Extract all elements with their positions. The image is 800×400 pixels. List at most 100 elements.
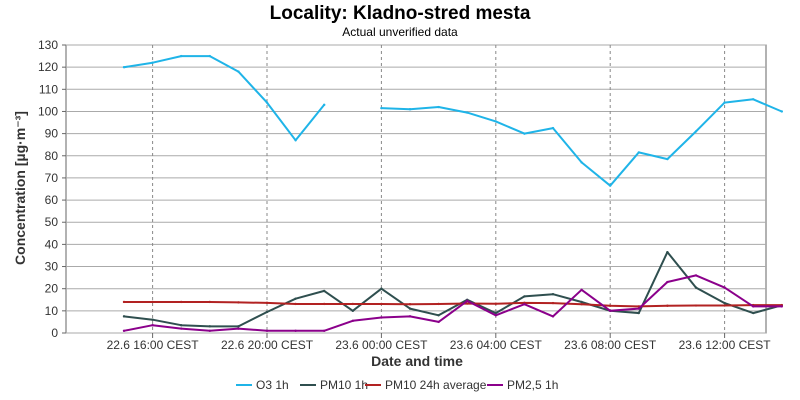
data-point-pm10-1h xyxy=(294,297,297,300)
data-point-pm10-1h xyxy=(180,324,183,327)
data-point-o3-1h xyxy=(237,70,240,73)
data-point-pm10-24h-average xyxy=(466,302,469,305)
data-point-pm10-1h xyxy=(351,309,354,313)
legend-item-pm2-5-1h[interactable]: PM2,5 1h xyxy=(487,378,558,392)
y-tick-label: 0 xyxy=(51,326,58,340)
x-tick-label: 23.6 04:00 CEST xyxy=(450,338,543,352)
data-point-pm2-5-1h xyxy=(265,329,269,332)
data-point-o3-1h xyxy=(723,101,726,104)
y-tick-label: 100 xyxy=(38,104,58,118)
x-tick-label: 23.6 00:00 CEST xyxy=(335,338,428,352)
y-tick-label: 110 xyxy=(39,82,58,96)
data-point-pm10-1h xyxy=(666,250,669,254)
data-point-pm2-5-1h xyxy=(666,280,669,284)
data-point-o3-1h xyxy=(580,161,583,164)
data-point-pm10-1h xyxy=(265,310,269,314)
data-point-o3-1h xyxy=(694,130,698,133)
data-point-pm10-1h xyxy=(237,325,240,328)
y-tick-label: 20 xyxy=(45,282,59,296)
legend-label: PM2,5 1h xyxy=(507,378,558,392)
plot-frame xyxy=(65,44,767,334)
legend-label: PM10 1h xyxy=(320,378,368,392)
data-point-pm10-24h-average xyxy=(723,304,726,307)
data-point-pm2-5-1h xyxy=(294,329,297,332)
data-point-pm2-5-1h xyxy=(237,327,240,330)
data-point-pm10-24h-average xyxy=(351,302,354,306)
data-point-o3-1h xyxy=(408,108,412,111)
legend-item-pm10-1h[interactable]: PM10 1h xyxy=(300,378,368,392)
data-point-pm2-5-1h xyxy=(466,299,469,303)
series-pm10-24h-average xyxy=(122,300,783,308)
legend-label: O3 1h xyxy=(256,378,289,392)
data-point-pm10-24h-average xyxy=(437,302,440,306)
data-point-pm10-24h-average xyxy=(208,300,211,304)
data-point-o3-1h xyxy=(494,120,497,123)
data-point-pm10-1h xyxy=(494,311,497,315)
x-tick-label: 22.6 16:00 CEST xyxy=(107,338,200,352)
data-point-o3-1h xyxy=(637,151,640,154)
x-tick-label: 22.6 20:00 CEST xyxy=(221,338,314,352)
data-point-pm10-24h-average xyxy=(494,302,497,305)
data-point-pm10-1h xyxy=(437,314,440,317)
y-tick-label: 60 xyxy=(45,193,59,207)
data-point-pm10-1h xyxy=(208,325,211,328)
y-axis-title: Concentration [µg·m⁻³] xyxy=(12,111,28,265)
data-point-pm10-24h-average xyxy=(323,302,326,306)
data-point-pm2-5-1h xyxy=(780,305,783,308)
data-point-pm2-5-1h xyxy=(380,316,383,319)
data-point-o3-1h xyxy=(208,54,211,58)
x-tick-label: 23.6 12:00 CEST xyxy=(679,338,772,352)
data-point-pm2-5-1h xyxy=(151,324,154,327)
data-point-o3-1h xyxy=(180,54,183,58)
data-point-pm10-1h xyxy=(551,293,555,296)
data-point-pm10-1h xyxy=(580,300,583,304)
data-point-pm2-5-1h xyxy=(637,307,640,310)
data-point-pm10-24h-average xyxy=(609,304,612,307)
y-tick-label: 40 xyxy=(45,237,59,251)
data-point-o3-1h xyxy=(323,103,326,107)
data-point-pm2-5-1h xyxy=(351,319,354,323)
data-point-o3-1h xyxy=(752,98,755,101)
y-tick-label: 90 xyxy=(45,127,59,141)
data-point-pm10-24h-average xyxy=(237,301,240,304)
plot-area: 0 10 20 30 40 50 60 70 80 90 100 110 120 130 22.6 16:0… xyxy=(38,38,783,352)
data-point-pm2-5-1h xyxy=(323,329,326,332)
legend-item-pm10-24h-average[interactable]: PM10 24h average xyxy=(365,378,487,392)
data-point-o3-1h xyxy=(380,106,383,110)
data-point-pm2-5-1h xyxy=(180,327,183,330)
data-point-pm10-24h-average xyxy=(122,300,126,304)
data-point-o3-1h xyxy=(466,111,469,114)
data-point-pm2-5-1h xyxy=(580,288,583,291)
data-point-o3-1h xyxy=(551,126,555,130)
data-point-pm10-24h-average xyxy=(380,302,383,306)
legend-label: PM10 24h average xyxy=(385,378,487,392)
data-point-pm10-1h xyxy=(523,295,526,298)
y-tick-label: 50 xyxy=(45,215,59,229)
data-point-pm10-24h-average xyxy=(265,301,269,305)
legend-item-o3-1h[interactable]: O3 1h xyxy=(236,378,289,392)
data-point-o3-1h xyxy=(609,184,612,187)
data-point-pm10-24h-average xyxy=(551,301,555,305)
y-tick-label: 80 xyxy=(45,149,59,163)
data-point-o3-1h xyxy=(437,105,440,109)
series-line-pm10-1h xyxy=(123,251,783,328)
data-point-pm2-5-1h xyxy=(523,303,526,306)
data-point-pm10-24h-average xyxy=(666,304,669,307)
data-point-pm10-1h xyxy=(637,311,640,315)
data-point-pm10-1h xyxy=(122,315,126,318)
data-point-pm10-1h xyxy=(694,286,698,289)
y-tick-label: 120 xyxy=(38,60,58,74)
data-point-o3-1h xyxy=(151,61,154,64)
data-point-pm10-24h-average xyxy=(180,300,183,304)
data-point-o3-1h xyxy=(122,65,126,69)
data-point-pm10-24h-average xyxy=(408,303,412,306)
legend: O3 1h PM10 1h PM10 24h average PM2,5 1h xyxy=(236,378,558,392)
data-point-o3-1h xyxy=(780,110,783,113)
data-point-o3-1h xyxy=(523,132,526,135)
series-pm10-1h xyxy=(122,250,783,328)
data-point-pm10-1h xyxy=(408,307,412,310)
y-tick-label: 130 xyxy=(38,38,58,52)
data-point-pm10-1h xyxy=(723,301,726,305)
data-point-pm10-24h-average xyxy=(151,300,154,304)
